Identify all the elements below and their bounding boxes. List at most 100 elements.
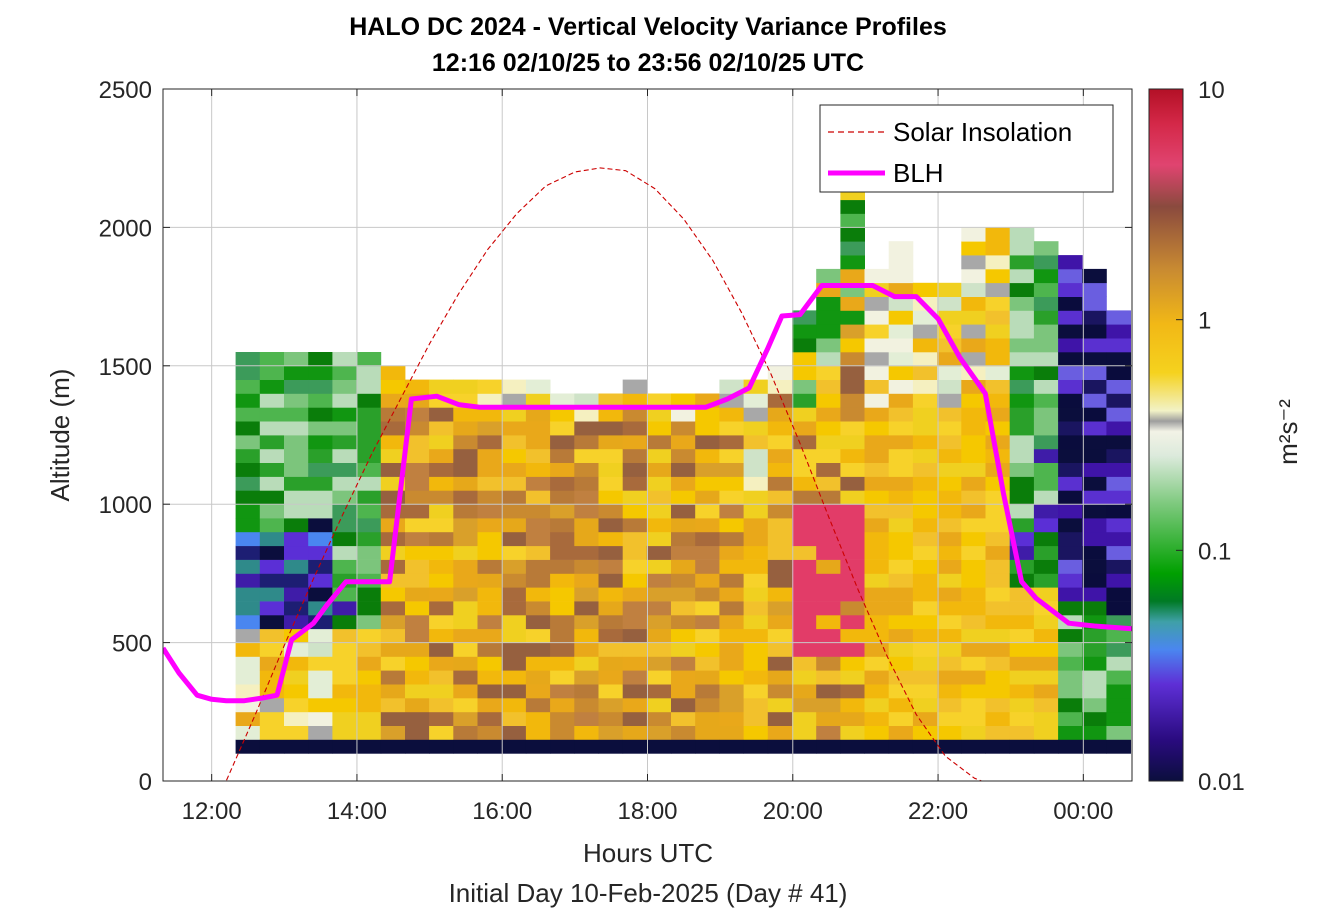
heatmap-cell [816, 490, 841, 505]
heatmap-cell [767, 379, 793, 394]
heatmap-cell [429, 531, 454, 547]
heatmap-cell [888, 476, 914, 491]
heatmap-cell [985, 559, 1011, 574]
heatmap-cell [453, 531, 478, 547]
heatmap-cell [695, 601, 720, 616]
heatmap-cell [1009, 365, 1035, 380]
heatmap-cell [332, 698, 357, 713]
heatmap-cell [356, 711, 382, 726]
heatmap-cell [1033, 670, 1059, 685]
heatmap-cell [453, 518, 478, 533]
heatmap-cell [888, 698, 914, 713]
heatmap-cell [864, 448, 890, 463]
heatmap-cell [961, 587, 986, 602]
heatmap-cell [501, 614, 527, 630]
heatmap-cell [1033, 379, 1059, 394]
heatmap-cell [598, 559, 624, 574]
heatmap-cell [695, 407, 720, 422]
heatmap-cell [646, 573, 672, 588]
heatmap-cell [840, 324, 865, 339]
heatmap-cell [1033, 739, 1059, 754]
heatmap-cell [743, 587, 769, 602]
heatmap-cell [985, 573, 1011, 588]
heatmap-cell [622, 656, 648, 671]
heatmap-cell [695, 448, 720, 463]
heatmap-cell [574, 518, 599, 533]
heatmap-cell [1082, 476, 1107, 491]
heatmap-cell [719, 614, 744, 630]
heatmap-cell [888, 407, 914, 422]
heatmap-cell [985, 255, 1011, 270]
heatmap-cell [1106, 448, 1131, 463]
heatmap-cell [840, 518, 865, 533]
heatmap-cell [743, 725, 769, 740]
heatmap-cell [840, 379, 865, 394]
heatmap-cell [767, 573, 793, 588]
heatmap-cell [1106, 310, 1131, 325]
heatmap-cell [332, 435, 357, 450]
heatmap-cell [888, 518, 914, 533]
heatmap-cell [550, 476, 575, 491]
heatmap-cell [1058, 656, 1083, 671]
y-tick-label: 2500 [99, 77, 152, 104]
heatmap-cell [550, 587, 575, 602]
heatmap-cell [622, 725, 648, 740]
heatmap-cell [1106, 698, 1131, 713]
heatmap-cell [550, 739, 575, 754]
heatmap-cell [259, 601, 285, 616]
heatmap-cell [912, 739, 938, 754]
heatmap-cell [574, 698, 599, 713]
heatmap-cell [574, 421, 599, 436]
heatmap-cell [429, 670, 454, 685]
heatmap-cell [598, 614, 624, 630]
heatmap-cell [767, 725, 793, 740]
heatmap-cell [1058, 725, 1083, 740]
heatmap-cell [598, 642, 624, 657]
heatmap-cell [259, 531, 285, 547]
heatmap-cell [719, 725, 744, 740]
heatmap-cell [1082, 684, 1107, 699]
heatmap-cell [1009, 435, 1035, 450]
heatmap-cell [743, 435, 769, 450]
heatmap-cell [671, 587, 696, 602]
heatmap-cell [1082, 628, 1107, 643]
heatmap-cell [1082, 324, 1107, 339]
heatmap-cell [550, 670, 575, 685]
heatmap-cell [598, 587, 624, 602]
heatmap-cell [985, 324, 1011, 339]
heatmap-cell [259, 739, 285, 754]
heatmap-cell [477, 476, 503, 491]
heatmap-cell [1082, 587, 1107, 602]
heatmap-cell [937, 628, 962, 643]
heatmap-cell [985, 531, 1011, 547]
heatmap-cell [1082, 711, 1107, 726]
heatmap-cell [284, 504, 309, 519]
heatmap-cell [259, 545, 285, 560]
heatmap-cell [1058, 448, 1083, 463]
x-tick-label: 22:00 [908, 798, 968, 825]
heatmap-cell [1058, 739, 1083, 754]
heatmap-cell [477, 656, 503, 671]
heatmap-cell [864, 296, 890, 311]
heatmap-cell [1106, 379, 1131, 394]
heatmap-cell [816, 614, 841, 630]
heatmap-cell [477, 684, 503, 699]
heatmap-cell [1106, 684, 1131, 699]
heatmap-cell [525, 379, 551, 394]
x-axis-ticks: 12:00 14:00 16:00 18:00 20:00 22:00 00:00 [182, 89, 1113, 825]
heatmap-cell [1058, 573, 1083, 588]
heatmap-cell [477, 435, 503, 450]
heatmap-cell [453, 587, 478, 602]
heatmap-cell [574, 670, 599, 685]
heatmap-cell [961, 559, 986, 574]
heatmap-cell [695, 462, 720, 477]
heatmap-cell [574, 531, 599, 547]
heatmap-cell [477, 421, 503, 436]
heatmap-cell [1106, 518, 1131, 533]
heatmap-cell [767, 642, 793, 657]
colorbar-label: m²s⁻² [1273, 399, 1303, 465]
heatmap-cell [429, 725, 454, 740]
heatmap-cell [840, 656, 865, 671]
heatmap-cell [574, 601, 599, 616]
heatmap-cell [622, 448, 648, 463]
